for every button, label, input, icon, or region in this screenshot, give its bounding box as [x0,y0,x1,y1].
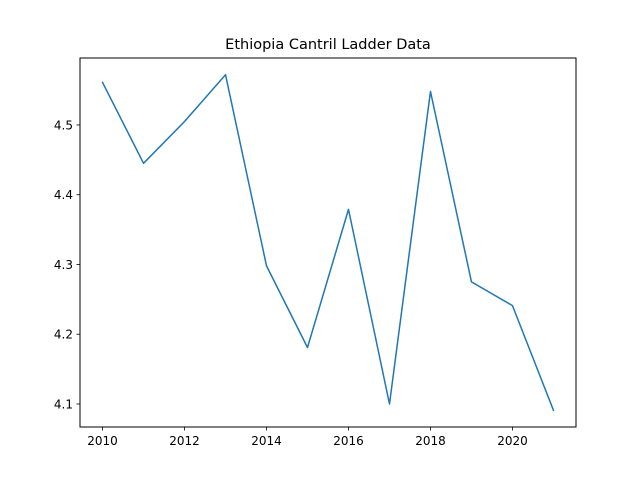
y-tick-label: 4.5 [54,118,73,132]
data-point [265,265,267,267]
data-point [306,346,308,348]
data-point [142,162,144,164]
x-tick-label: 2016 [333,434,364,448]
y-tick-label: 4.2 [54,328,73,342]
data-point [470,281,472,283]
data-point [224,74,226,76]
x-tick-label: 2014 [251,434,282,448]
axis-ticks: 2010 2012 2014 2016 2018 2020 4.1 4.2 4.3 4.4 4.5 [54,118,528,448]
data-point [429,90,431,92]
series-line [101,73,555,412]
x-tick-label: 2020 [497,434,528,448]
chart-title: Ethiopia Cantril Ladder Data [225,37,431,53]
data-point [388,403,390,405]
data-point [183,120,185,122]
data-point [347,208,349,210]
y-tick-label: 4.4 [54,188,73,202]
series-layer [101,73,555,412]
x-tick-label: 2012 [169,434,200,448]
data-point [511,304,513,306]
x-tick-label: 2010 [87,434,118,448]
y-tick-label: 4.1 [54,397,73,411]
x-tick-label: 2018 [415,434,446,448]
data-point [552,409,554,411]
y-tick-label: 4.3 [54,258,73,272]
data-point [101,81,103,83]
plot-frame [79,57,577,428]
